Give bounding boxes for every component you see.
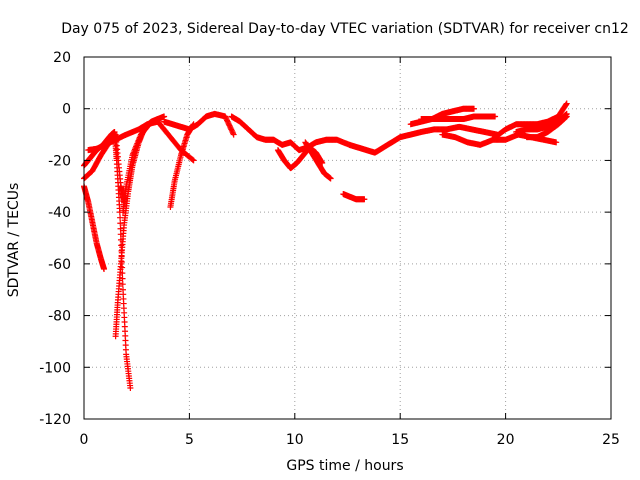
ticks-layer [83, 56, 612, 420]
data-point [119, 275, 126, 282]
data-point [101, 266, 108, 273]
series-track-13 [346, 123, 501, 156]
data-point [117, 225, 124, 232]
x-tick-label: 10 [286, 432, 304, 448]
series-track-11 [302, 139, 334, 182]
series-track-12 [340, 191, 368, 203]
points-layer [81, 100, 570, 391]
series-track-6 [85, 118, 197, 164]
data-point [361, 196, 368, 203]
y-tick-label: -20 [48, 153, 71, 169]
x-tick-label: 5 [185, 432, 194, 448]
y-tick-label: 0 [62, 102, 71, 118]
grid-layer [84, 57, 611, 419]
series-track-15 [418, 113, 499, 123]
data-point [492, 113, 499, 120]
data-point [189, 156, 196, 163]
series-track-9 [228, 113, 353, 154]
y-axis-label: SDTVAR / TECUs [6, 183, 22, 298]
x-tick-label: 20 [497, 432, 515, 448]
series-track-17 [492, 100, 570, 141]
series-track-7 [167, 121, 197, 210]
data-point [553, 139, 560, 146]
series-track-1 [81, 183, 108, 273]
data-point [327, 175, 334, 182]
data-point [230, 131, 237, 138]
series-track-19 [523, 113, 570, 141]
y-tick-label: -100 [39, 360, 71, 376]
tick-labels-layer: 0 5 10 15 20 25 -120 -100 -80 -60 -40 -20 0 20 [39, 50, 620, 448]
x-axis-label: GPS time / hours [286, 458, 403, 474]
data-point [563, 100, 570, 107]
data-point [190, 157, 197, 164]
x-tick-label: 25 [602, 432, 620, 448]
plot-frame [83, 56, 612, 420]
data-point [161, 113, 168, 120]
y-tick-label: -120 [39, 412, 71, 428]
data-point [230, 130, 237, 137]
x-tick-label: 15 [391, 432, 409, 448]
y-tick-label: -60 [48, 257, 71, 273]
series-track-8 [161, 110, 237, 138]
data-point [119, 281, 126, 288]
data-point [470, 105, 477, 112]
x-tick-label: 0 [80, 432, 89, 448]
y-tick-label: -80 [48, 309, 71, 325]
y-tick-label: 20 [53, 50, 71, 66]
data-point [563, 113, 570, 120]
chart-title: Day 075 of 2023, Sidereal Day-to-day VTE… [61, 21, 629, 37]
y-tick-label: -40 [48, 205, 71, 221]
series-track-2 [81, 128, 134, 391]
data-point [127, 384, 134, 391]
data-point [563, 101, 570, 108]
